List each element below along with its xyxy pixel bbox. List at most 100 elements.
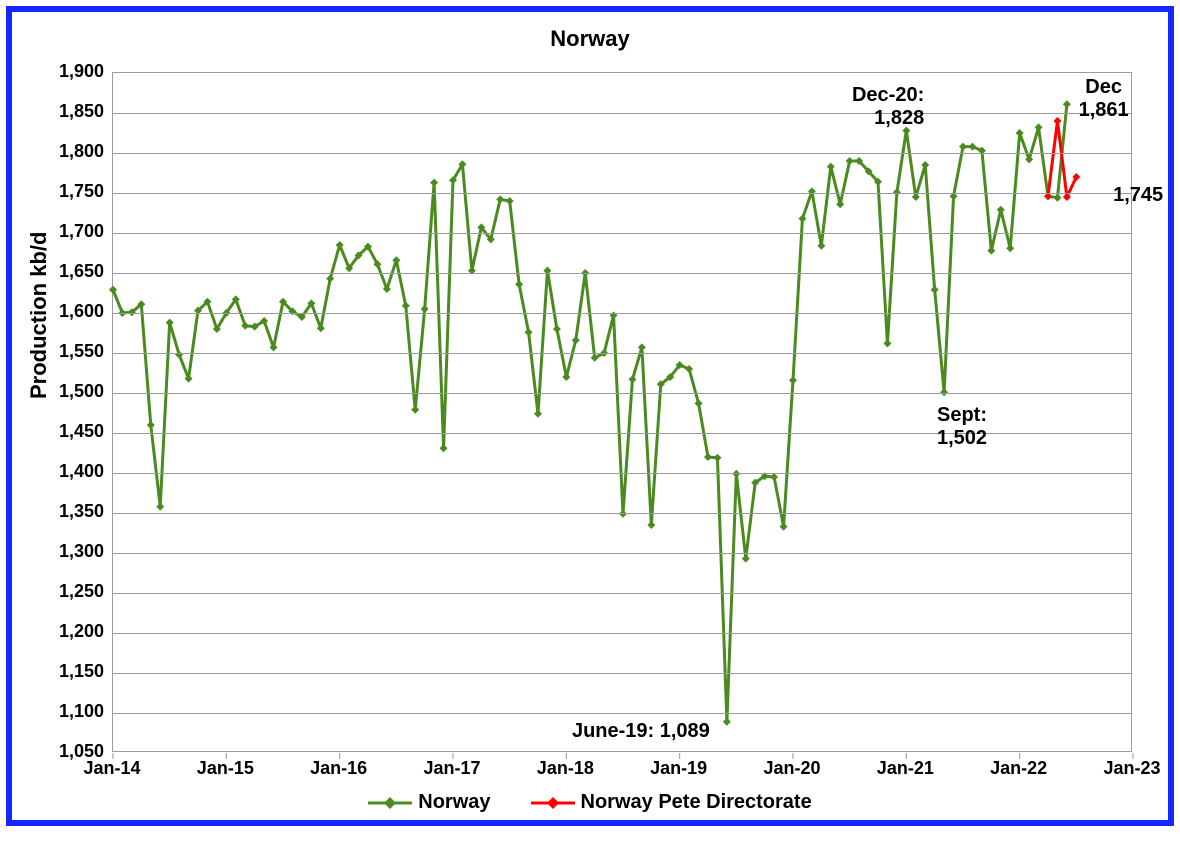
series-marker-norway: [1063, 100, 1071, 108]
chart-frame: Norway Production kb/d Norway Norway Pet…: [6, 6, 1174, 826]
series-marker-norway: [836, 200, 844, 208]
series-marker-norway: [525, 328, 533, 336]
y-tick-label: 1,600: [12, 301, 104, 322]
y-tick-label: 1,850: [12, 101, 104, 122]
series-marker-norway: [1035, 123, 1043, 131]
y-tick-label: 1,300: [12, 541, 104, 562]
y-tick-label: 1,650: [12, 261, 104, 282]
series-marker-norway: [553, 325, 561, 333]
series-marker-norway: [817, 242, 825, 250]
legend-swatch-npd: [531, 794, 575, 812]
x-tick-label: Jan-20: [763, 758, 820, 779]
series-marker-norway: [496, 195, 504, 203]
series-marker-norway: [987, 247, 995, 255]
series-line-npd: [1048, 121, 1076, 197]
series-marker-norway: [392, 256, 400, 264]
series-marker-norway: [798, 215, 806, 223]
series-marker-norway: [430, 179, 438, 187]
y-tick-label: 1,700: [12, 221, 104, 242]
gridline-h: [113, 153, 1131, 154]
series-marker-norway: [628, 375, 636, 383]
series-marker-norway: [572, 336, 580, 344]
y-tick-label: 1,800: [12, 141, 104, 162]
series-marker-norway: [241, 322, 249, 330]
legend-item-npd: Norway Pete Directorate: [531, 791, 812, 814]
series-marker-norway: [1006, 244, 1014, 252]
annotation-june19: June-19: 1,089: [572, 720, 710, 743]
y-tick-label: 1,900: [12, 61, 104, 82]
annotation-dec20: Dec-20: 1,828: [852, 84, 924, 130]
series-marker-norway: [959, 143, 967, 151]
series-marker-norway: [440, 444, 448, 452]
annotation-val1745: 1,745: [1113, 184, 1163, 207]
series-marker-norway: [421, 305, 429, 313]
series-marker-norway: [175, 351, 183, 359]
y-tick-label: 1,400: [12, 461, 104, 482]
series-marker-npd: [1053, 117, 1061, 125]
series-marker-norway: [742, 555, 750, 563]
series-marker-norway: [912, 193, 920, 201]
x-tick-label: Jan-19: [650, 758, 707, 779]
annotation-dec1861: Dec 1,861: [1079, 76, 1129, 122]
y-tick-label: 1,200: [12, 621, 104, 642]
annotation-sept: Sept: 1,502: [937, 404, 987, 450]
series-marker-norway: [534, 410, 542, 418]
series-marker-norway: [770, 473, 778, 481]
series-marker-norway: [704, 453, 712, 461]
series-marker-norway: [166, 319, 174, 327]
x-tick-label: Jan-14: [83, 758, 140, 779]
series-marker-norway: [827, 163, 835, 171]
y-tick-label: 1,450: [12, 421, 104, 442]
gridline-h: [113, 313, 1131, 314]
series-marker-norway: [109, 286, 117, 294]
series-marker-norway: [147, 421, 155, 429]
gridline-h: [113, 233, 1131, 234]
series-marker-norway: [326, 275, 334, 283]
series-marker-norway: [808, 187, 816, 195]
legend: Norway Norway Pete Directorate: [12, 791, 1168, 814]
gridline-h: [113, 633, 1131, 634]
gridline-h: [113, 393, 1131, 394]
x-tick-label: Jan-22: [990, 758, 1047, 779]
series-marker-norway: [411, 406, 419, 414]
gridline-h: [113, 593, 1131, 594]
legend-item-norway: Norway: [368, 791, 490, 814]
x-tick-label: Jan-15: [197, 758, 254, 779]
series-marker-norway: [723, 718, 731, 726]
legend-label-norway: Norway: [418, 791, 490, 814]
series-marker-norway: [185, 375, 193, 383]
gridline-h: [113, 113, 1131, 114]
gridline-h: [113, 673, 1131, 674]
gridline-h: [113, 193, 1131, 194]
series-marker-norway: [647, 521, 655, 529]
series-marker-norway: [1016, 129, 1024, 137]
y-tick-label: 1,150: [12, 661, 104, 682]
y-tick-label: 1,550: [12, 341, 104, 362]
series-marker-norway: [383, 285, 391, 293]
series-marker-norway: [270, 343, 278, 351]
series-marker-norway: [883, 339, 891, 347]
gridline-h: [113, 513, 1131, 514]
gridline-h: [113, 713, 1131, 714]
series-marker-norway: [1025, 155, 1033, 163]
series-marker-norway: [156, 503, 164, 511]
y-tick-label: 1,100: [12, 701, 104, 722]
x-tick-label: Jan-23: [1103, 758, 1160, 779]
x-tick-label: Jan-16: [310, 758, 367, 779]
series-marker-norway: [317, 324, 325, 332]
series-marker-norway: [1053, 194, 1061, 202]
series-marker-norway: [789, 376, 797, 384]
y-tick-label: 1,350: [12, 501, 104, 522]
series-marker-norway: [931, 286, 939, 294]
series-marker-norway: [921, 161, 929, 169]
series-marker-norway: [780, 523, 788, 531]
legend-swatch-norway: [368, 794, 412, 812]
series-marker-norway: [515, 280, 523, 288]
series-marker-norway: [562, 373, 570, 381]
y-tick-label: 1,750: [12, 181, 104, 202]
x-tick-label: Jan-21: [877, 758, 934, 779]
series-line-norway: [113, 104, 1067, 722]
series-marker-norway: [336, 241, 344, 249]
x-tick-label: Jan-18: [537, 758, 594, 779]
legend-label-npd: Norway Pete Directorate: [581, 791, 812, 814]
